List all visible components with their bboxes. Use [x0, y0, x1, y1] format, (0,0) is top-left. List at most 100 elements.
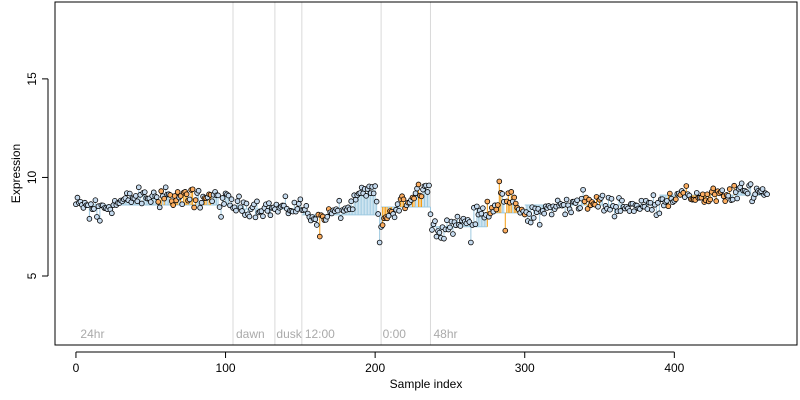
y-tick-label: 15 — [25, 72, 39, 86]
data-point — [109, 210, 115, 217]
data-point — [138, 200, 145, 207]
data-point — [617, 208, 624, 214]
data-point — [411, 195, 417, 202]
data-point — [147, 199, 154, 205]
data-point — [221, 201, 227, 207]
data-point — [167, 192, 173, 198]
data-point — [683, 183, 690, 189]
data-point — [560, 202, 567, 208]
data-point — [155, 199, 162, 205]
data-point — [324, 213, 331, 220]
data-point — [577, 205, 583, 211]
data-point — [536, 221, 543, 228]
data-point — [91, 206, 97, 212]
data-point — [415, 181, 422, 188]
data-point — [508, 189, 515, 195]
data-point — [313, 222, 320, 228]
data-point — [379, 222, 386, 228]
data-point — [704, 191, 711, 198]
data-point — [484, 198, 491, 205]
data-point — [734, 195, 740, 202]
data-point — [747, 181, 754, 187]
data-point — [135, 184, 142, 191]
data-point — [375, 211, 381, 217]
data-point — [254, 198, 260, 205]
data-point — [186, 196, 193, 203]
data-point — [216, 204, 223, 210]
data-point — [363, 193, 369, 199]
data-point — [644, 206, 651, 212]
data-point — [584, 206, 591, 212]
data-point — [92, 197, 99, 203]
data-point — [134, 198, 141, 205]
data-point — [444, 217, 450, 224]
data-point — [759, 186, 766, 192]
data-point — [647, 199, 654, 206]
data-point — [638, 197, 645, 204]
data-point — [156, 204, 163, 211]
data-point — [291, 199, 298, 206]
data-point — [243, 200, 250, 207]
data-point — [234, 198, 241, 204]
data-point — [595, 204, 601, 210]
x-axis: 0 100 200 300 400 — [73, 351, 685, 375]
data-point — [197, 204, 203, 211]
data-point — [233, 207, 239, 214]
y-tick-label: 10 — [25, 170, 39, 184]
data-point — [468, 239, 474, 246]
x-tick-label: 0 — [73, 361, 80, 375]
data-point — [667, 190, 673, 197]
data-point — [170, 202, 176, 208]
data-point — [530, 215, 537, 221]
data-point — [424, 189, 431, 195]
data-point — [719, 187, 725, 194]
data-point — [726, 186, 733, 192]
data-point — [312, 216, 319, 223]
data-point — [650, 192, 657, 198]
data-point — [334, 207, 341, 214]
data-point — [370, 190, 377, 197]
data-point — [88, 201, 94, 207]
data-point — [426, 182, 432, 189]
data-point — [412, 190, 419, 197]
plot-frame — [54, 1, 798, 346]
data-point — [608, 195, 615, 202]
data-point — [454, 213, 461, 220]
period-label: dusk — [276, 327, 302, 341]
data-point — [161, 195, 168, 202]
data-point — [626, 208, 633, 214]
data-point — [94, 214, 100, 220]
data-point — [215, 192, 221, 199]
y-axis-title: Expression — [9, 144, 23, 203]
data-point — [548, 211, 555, 218]
period-dividers — [232, 2, 431, 345]
data-point — [511, 194, 518, 201]
data-point — [337, 215, 344, 221]
data-point — [372, 183, 378, 189]
data-point — [554, 197, 561, 204]
data-point — [441, 235, 447, 242]
period-label: dawn — [236, 327, 265, 341]
data-point — [713, 198, 720, 204]
data-point — [252, 214, 259, 221]
data-point — [394, 201, 401, 207]
data-point — [563, 196, 570, 203]
data-point — [611, 213, 618, 220]
data-point — [239, 208, 245, 214]
data-point — [219, 195, 226, 201]
data-point — [153, 194, 160, 200]
data-point — [738, 180, 745, 187]
data-point — [296, 201, 302, 207]
x-tick-label: 100 — [216, 361, 236, 375]
data-point — [316, 233, 323, 240]
data-point — [183, 191, 190, 198]
data-point — [499, 191, 506, 197]
x-tick-label: 300 — [515, 361, 535, 375]
data-point — [710, 185, 717, 192]
data-point — [391, 214, 398, 221]
data-point — [177, 193, 184, 199]
data-point — [656, 210, 663, 217]
data-point — [179, 201, 185, 208]
data-point — [607, 206, 613, 213]
